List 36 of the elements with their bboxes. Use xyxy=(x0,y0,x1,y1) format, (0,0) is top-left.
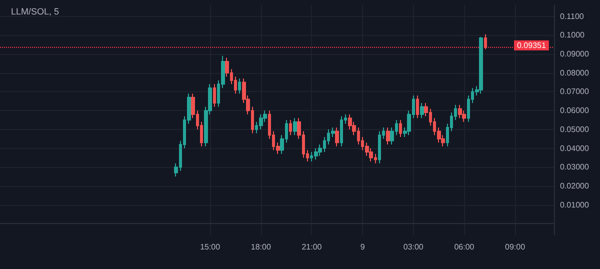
x-tick-label: 03:00 xyxy=(403,242,424,252)
candlestick xyxy=(378,130,381,164)
candlestick xyxy=(293,118,297,136)
y-tick-label: 0.08000 xyxy=(560,68,590,78)
y-tick-label: 0.07000 xyxy=(560,87,590,96)
candlestick xyxy=(416,94,419,119)
x-tick-label: 15:00 xyxy=(200,242,221,252)
y-tick-label: 0.03000 xyxy=(560,162,590,172)
candlestick xyxy=(458,104,462,119)
x-tick-label: 9 xyxy=(360,242,366,252)
candlestick xyxy=(484,34,487,50)
candlestick xyxy=(386,127,390,146)
candlestick xyxy=(259,114,263,130)
candlestick xyxy=(289,120,292,136)
y-tick-label: 0.02000 xyxy=(560,181,590,190)
candlestick xyxy=(213,84,216,108)
y-tick-label: 0.01000 xyxy=(560,200,590,210)
y-tick-label: 0.06000 xyxy=(560,106,590,116)
candlestick xyxy=(340,116,343,147)
candlestick xyxy=(420,102,424,119)
chart-title: LLM/SOL, 5 xyxy=(11,6,60,16)
y-tick-label: 0.09000 xyxy=(560,50,590,59)
candlestick xyxy=(399,120,402,138)
y-tick-label: 0.1000 xyxy=(560,30,586,40)
y-tick-label: 0.1100 xyxy=(560,12,584,21)
x-tick-label: 18:00 xyxy=(250,242,272,252)
candlestick xyxy=(314,148,318,160)
candlestick xyxy=(335,127,339,147)
y-tick-label: 0.05000 xyxy=(560,124,590,134)
x-tick-label: 09:00 xyxy=(505,242,526,252)
candlestick xyxy=(479,36,483,94)
ref-line-label: 0.09351 xyxy=(517,40,546,50)
candlestick xyxy=(238,78,241,94)
y-tick-label: 0.04000 xyxy=(560,144,590,153)
x-tick-label: 06:00 xyxy=(454,242,475,252)
x-tick-label: 21:00 xyxy=(302,242,322,252)
